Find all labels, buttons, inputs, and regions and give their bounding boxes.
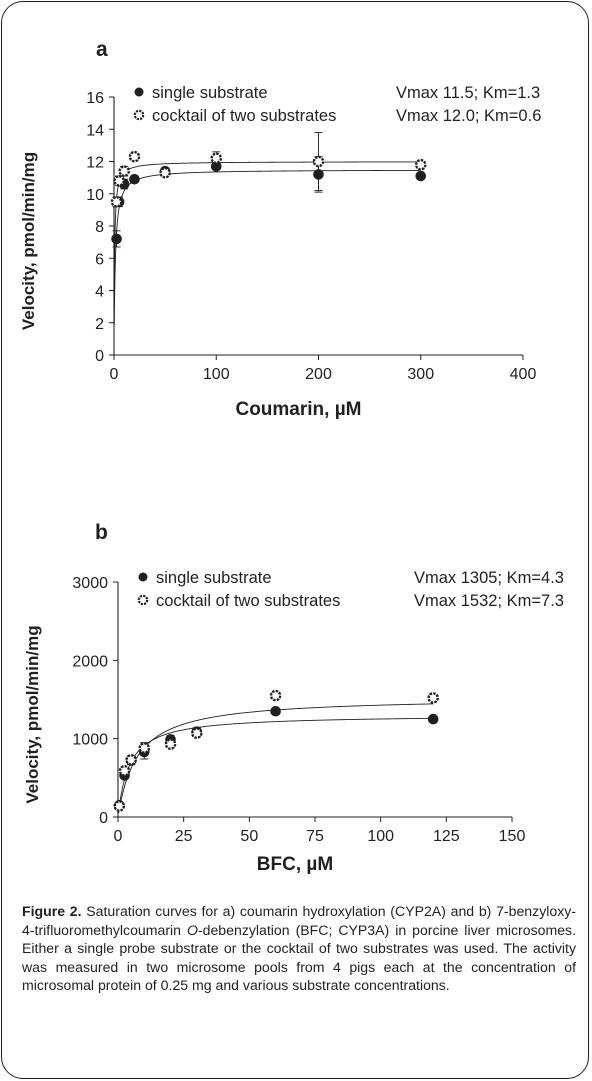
- x-tick-label: 25: [175, 828, 193, 845]
- y-tick-label: 0: [95, 348, 104, 365]
- data-point-open: [113, 800, 126, 812]
- y-tick-label: 1000: [72, 732, 108, 749]
- fit-curve-1: [113, 169, 421, 326]
- x-tick-label: 100: [367, 828, 394, 845]
- y-tick-label: 16: [86, 90, 104, 107]
- panel-label: b: [95, 521, 108, 544]
- legend-marker-open: [133, 109, 145, 121]
- data-point-open: [128, 150, 141, 163]
- legend-label: cocktail of two substrates: [152, 107, 336, 125]
- data-point-open: [113, 175, 125, 187]
- x-tick-label: 300: [407, 366, 434, 383]
- y-tick-label: 4: [95, 284, 104, 301]
- fit-annotation: Vmax 1305; Km=4.3: [414, 569, 564, 587]
- chart-panel-a: a 0 2 4 6 8 10 12 14 16 0 100 200 300 400 Coumarin, µM V…: [19, 38, 541, 420]
- x-tick-label: 0: [114, 828, 123, 845]
- y-tick-label: 10: [86, 187, 104, 204]
- fit-curve-1: [118, 717, 434, 812]
- legend-label: cocktail of two substrates: [156, 592, 340, 610]
- data-point-open: [118, 165, 131, 177]
- data-point-open: [269, 689, 282, 702]
- y-tick-label: 6: [95, 251, 104, 268]
- caption-label: Figure 2.: [22, 903, 82, 919]
- y-tick-label: 2: [95, 316, 104, 333]
- data-point-open: [138, 742, 151, 754]
- caption-text-1: Saturation curves for a) coumarin hydrox…: [22, 903, 576, 938]
- legend-marker-filled: [134, 87, 144, 97]
- x-tick-label: 75: [306, 828, 324, 845]
- x-tick-label: 150: [499, 828, 526, 845]
- figure-caption: Figure 2. Saturation curves for a) couma…: [22, 902, 576, 995]
- caption-italic: O: [186, 921, 198, 938]
- data-point-open: [414, 158, 427, 171]
- x-axis-label: Coumarin, µM: [235, 399, 361, 420]
- x-tick-label: 125: [433, 828, 460, 845]
- data-point-filled: [111, 233, 122, 245]
- fit-annotation: Vmax 12.0; Km=0.6: [396, 107, 541, 125]
- x-tick-label: 50: [240, 828, 258, 845]
- data-point-open: [125, 754, 137, 766]
- y-axis-label: Velocity, pmol/min/mg: [23, 625, 42, 803]
- data-point-open: [210, 152, 223, 165]
- fit-annotation: Vmax 1532; Km=7.3: [414, 592, 564, 610]
- data-point-filled: [415, 170, 427, 182]
- fit-curve-2: [113, 161, 421, 299]
- data-point-open: [118, 764, 131, 777]
- chart-panel-b: b 0 1000 2000 3000 0 25 50 75 100 125 150 BFC, µM Vel…: [23, 521, 564, 875]
- x-tick-label: 0: [110, 366, 119, 383]
- x-tick-label: 200: [305, 366, 332, 383]
- fit-curve-2: [118, 703, 434, 814]
- y-tick-label: 3000: [72, 575, 108, 592]
- y-axis-label: Velocity, pmol/min/mg: [19, 152, 38, 330]
- legend-marker-filled: [138, 572, 148, 582]
- legend-label: single substrate: [156, 569, 272, 587]
- data-point-open: [190, 727, 203, 739]
- data-point-open: [159, 166, 171, 179]
- data-point-open: [427, 692, 440, 704]
- y-tick-label: 14: [86, 122, 104, 139]
- x-tick-label: 100: [203, 366, 230, 383]
- x-tick-label: 400: [510, 366, 537, 383]
- caption-text-2: -debenzylation (BFC; CYP3A) in porcine l…: [22, 921, 576, 994]
- figure-charts: a 0 2 4 6 8 10 12 14 16 0 100 200 300 400 Coumarin, µM V…: [19, 38, 564, 875]
- data-point-filled: [129, 173, 140, 185]
- panel-label: a: [96, 38, 108, 61]
- data-point-filled: [270, 705, 281, 717]
- y-tick-label: 8: [95, 219, 104, 236]
- legend-label: single substrate: [152, 84, 268, 102]
- legend-marker-open: [137, 594, 149, 606]
- data-point-filled: [427, 713, 439, 725]
- data-point-open: [312, 155, 325, 168]
- y-tick-label: 2000: [72, 653, 108, 670]
- data-point-open: [110, 196, 123, 208]
- fit-annotation: Vmax 11.5; Km=1.3: [396, 84, 540, 102]
- y-tick-label: 0: [99, 810, 108, 827]
- x-axis-label: BFC, µM: [257, 854, 333, 875]
- y-tick-label: 12: [86, 155, 104, 172]
- data-point-open: [164, 738, 177, 750]
